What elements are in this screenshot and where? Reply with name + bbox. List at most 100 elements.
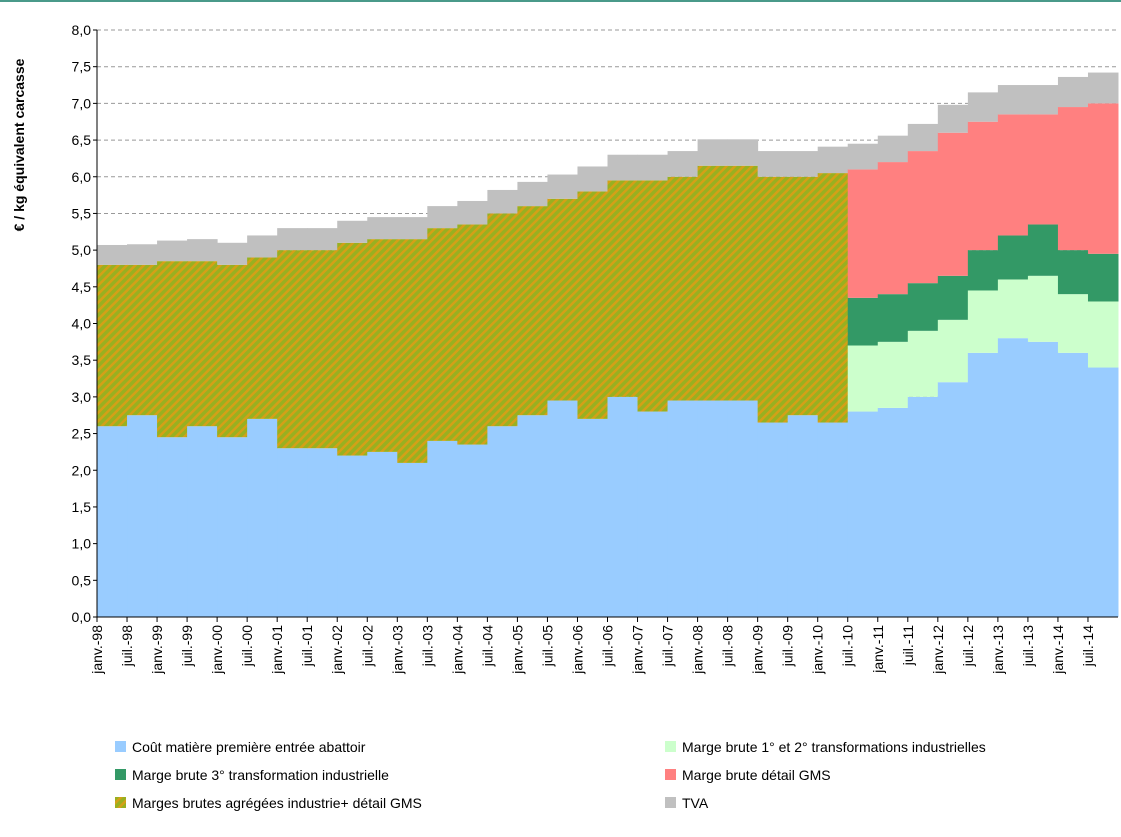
bar-segment bbox=[337, 455, 368, 617]
x-tick-label: juil.-01 bbox=[299, 625, 315, 667]
x-tick-label: janv.-09 bbox=[750, 625, 766, 675]
x-tick-label: juil.-08 bbox=[720, 625, 736, 667]
bar-segment bbox=[1087, 72, 1119, 104]
bar-segment bbox=[457, 200, 488, 225]
x-tick-label: janv.-98 bbox=[89, 625, 105, 675]
bar-segment bbox=[577, 166, 608, 192]
bar-segment bbox=[127, 244, 158, 265]
bar-segment bbox=[667, 400, 699, 617]
bar-segment bbox=[1057, 76, 1089, 108]
x-tick-label: janv.-99 bbox=[149, 625, 165, 675]
bar-segment bbox=[937, 382, 969, 617]
x-tick-label: janv.-05 bbox=[509, 625, 525, 675]
x-tick-label: janv.-00 bbox=[209, 625, 225, 675]
bar-segment bbox=[967, 121, 999, 251]
bar-segment bbox=[217, 242, 248, 265]
bar-segment bbox=[997, 235, 1029, 280]
bar-segment bbox=[517, 415, 548, 617]
bar-segment bbox=[847, 345, 879, 412]
bar-segment bbox=[907, 123, 939, 152]
bar-segment bbox=[907, 283, 939, 331]
bar-segment bbox=[757, 176, 789, 423]
bar-segment bbox=[97, 244, 128, 265]
bar-segment bbox=[157, 240, 188, 262]
bar-segment bbox=[457, 224, 488, 445]
y-tick-label: 1,5 bbox=[72, 499, 92, 515]
bar-segment bbox=[967, 352, 999, 617]
x-tick-label: janv.-01 bbox=[269, 625, 285, 675]
bar-segment bbox=[427, 228, 458, 441]
x-tick-label: janv.-11 bbox=[870, 625, 886, 674]
x-tick-label: juil.-13 bbox=[1020, 625, 1036, 667]
bar-segment bbox=[607, 180, 639, 397]
bar-segment bbox=[817, 146, 849, 174]
legend-swatch bbox=[115, 769, 126, 780]
bar-segment bbox=[1087, 367, 1119, 617]
bar-segment bbox=[967, 290, 999, 353]
x-tick-label: juil.-06 bbox=[600, 625, 616, 667]
bar-segment bbox=[127, 264, 158, 416]
bar-segment bbox=[577, 191, 608, 419]
bar-segment bbox=[787, 176, 819, 416]
y-tick-label: 7,5 bbox=[72, 59, 92, 75]
bar-segment bbox=[1057, 107, 1089, 251]
bar-segment bbox=[937, 132, 969, 276]
bar-segment bbox=[787, 151, 819, 177]
bar-segment bbox=[967, 250, 999, 291]
x-tick-label: juil.-14 bbox=[1080, 625, 1096, 667]
bar-segment bbox=[757, 422, 789, 617]
bar-segment bbox=[667, 151, 699, 177]
x-tick-label: janv.-04 bbox=[449, 625, 465, 675]
bar-segment bbox=[487, 426, 518, 617]
bar-segment bbox=[727, 139, 759, 166]
x-tick-label: juil.-03 bbox=[419, 625, 435, 667]
legend-swatch bbox=[665, 797, 676, 808]
legend-label: Marges brutes agrégées industrie+ détail… bbox=[132, 795, 422, 811]
x-tick-label: juil.-11 bbox=[900, 625, 916, 666]
x-tick-label: juil.-04 bbox=[479, 625, 495, 667]
bar-segment bbox=[1057, 352, 1089, 617]
x-tick-label: janv.-03 bbox=[389, 625, 405, 675]
y-tick-label: 5,0 bbox=[72, 242, 92, 258]
bar-segment bbox=[967, 92, 999, 122]
bar-segment bbox=[157, 261, 188, 438]
y-tick-label: 4,5 bbox=[72, 279, 92, 295]
x-tick-label: juil.-99 bbox=[179, 625, 195, 667]
bar-segment bbox=[667, 176, 699, 401]
bar-segment bbox=[637, 180, 669, 412]
bar-segment bbox=[517, 206, 548, 416]
bar-segment bbox=[907, 396, 939, 617]
bar-segment bbox=[637, 411, 669, 617]
bar-segment bbox=[637, 154, 669, 181]
legend-label: Marge brute 3° transformation industriel… bbox=[132, 767, 389, 783]
x-tick-label: janv.-14 bbox=[1050, 625, 1066, 675]
bar-segment bbox=[1087, 103, 1119, 254]
bar-segment bbox=[847, 143, 879, 170]
x-tick-label: juil.-02 bbox=[359, 625, 375, 667]
bar-segment bbox=[1027, 224, 1059, 276]
y-tick-label: 6,0 bbox=[72, 169, 92, 185]
y-tick-label: 7,0 bbox=[72, 95, 92, 111]
bar-segment bbox=[307, 228, 338, 251]
y-axis-title: € / kg équivalent carcasse bbox=[11, 58, 27, 231]
y-tick-label: 5,5 bbox=[72, 205, 92, 221]
bar-segment bbox=[1057, 250, 1089, 295]
bar-segment bbox=[397, 239, 428, 463]
x-tick-label: janv.-02 bbox=[329, 625, 345, 675]
bar-segment bbox=[1027, 114, 1059, 225]
bar-segment bbox=[397, 217, 428, 240]
bar-segment bbox=[847, 297, 879, 346]
y-tick-label: 0,0 bbox=[72, 609, 92, 625]
bar-segment bbox=[697, 165, 729, 401]
bar-segment bbox=[1027, 275, 1059, 342]
bar-segment bbox=[727, 165, 759, 401]
bar-segment bbox=[247, 235, 278, 258]
x-tick-label: juil.-10 bbox=[840, 625, 856, 667]
legend-label: Marge brute détail GMS bbox=[682, 767, 831, 783]
bar-segment bbox=[817, 422, 849, 617]
bar-segment bbox=[307, 250, 338, 449]
x-tick-label: juil.-07 bbox=[660, 625, 676, 667]
bar-segment bbox=[937, 275, 969, 320]
